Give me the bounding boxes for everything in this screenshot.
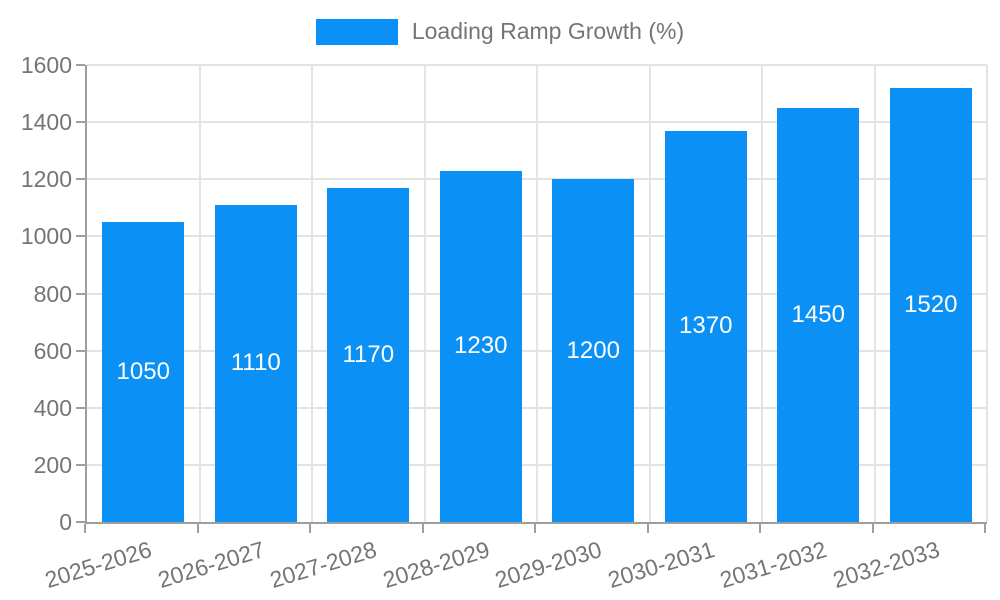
gridline-vertical [311,65,313,522]
x-tick-mark [871,524,874,533]
bar[interactable]: 1370 [664,130,747,522]
y-tick-label: 600 [33,337,72,364]
legend-label: Loading Ramp Growth (%) [411,18,685,44]
gridline-vertical [986,65,988,522]
y-tick-label: 1200 [20,166,72,193]
y-tick-mark [76,64,85,66]
x-tick-mark [984,524,986,533]
y-tick-mark [76,178,85,181]
y-tick-mark [76,463,85,466]
x-tick-mark [309,524,311,533]
bar-value-label: 1230 [454,332,508,360]
x-category-label: 2029-2030 [492,536,605,594]
x-category-label: 2032-2033 [829,536,943,594]
y-tick-label: 400 [33,394,72,421]
x-category-label: 2025-2026 [42,536,155,594]
y-tick-mark [76,121,85,124]
x-category-label: 2026-2027 [154,536,268,594]
x-tick-mark [196,524,199,533]
x-tick-mark [421,524,424,533]
gridline-vertical [198,65,201,522]
legend: Loading Ramp Growth (%) [0,18,1000,45]
y-tick-label: 1400 [20,109,72,136]
y-tick-mark [76,235,85,238]
y-tick-mark [76,406,85,409]
bar[interactable]: 1450 [777,107,860,522]
gridline-vertical [423,65,426,522]
bar-value-label: 1170 [342,340,395,368]
bar[interactable]: 1050 [102,222,185,522]
bar[interactable]: 1200 [552,179,635,522]
plot-area: 1050 1110 1170 1230 1200 1370 1450 1520 [85,64,988,524]
bar-value-label: 1520 [904,290,958,318]
y-tick-mark [76,292,85,295]
x-tick-mark [84,524,86,533]
gridline-vertical [536,65,538,522]
legend-swatch [315,18,398,45]
y-tick-mark [76,349,85,352]
gridline-vertical [648,65,651,522]
bar[interactable]: 1170 [327,187,410,522]
y-tick-label: 800 [33,280,72,307]
bar[interactable]: 1110 [214,204,297,522]
bar-value-label: 1050 [116,358,170,386]
x-category-label: 2031-2032 [717,536,830,594]
x-category-label: 2028-2029 [379,536,493,594]
gridline-vertical [761,65,763,522]
x-tick-mark [646,524,649,533]
y-tick-label: 0 [59,509,72,535]
y-tick-mark [76,521,85,523]
bar-value-label: 1370 [679,312,733,340]
x-tick-mark [534,524,536,533]
y-tick-label: 200 [33,451,72,478]
x-category-label: 2030-2031 [604,536,718,594]
bar-value-label: 1200 [566,336,620,364]
y-tick-label: 1600 [20,52,72,78]
bar-value-label: 1110 [230,349,281,377]
bar[interactable]: 1520 [889,87,972,522]
gridline-vertical [873,65,876,522]
y-tick-label: 1000 [20,223,72,250]
bar-value-label: 1450 [791,300,845,328]
x-tick-mark [759,524,761,533]
x-category-label: 2027-2028 [267,536,380,594]
bar[interactable]: 1230 [439,170,522,522]
